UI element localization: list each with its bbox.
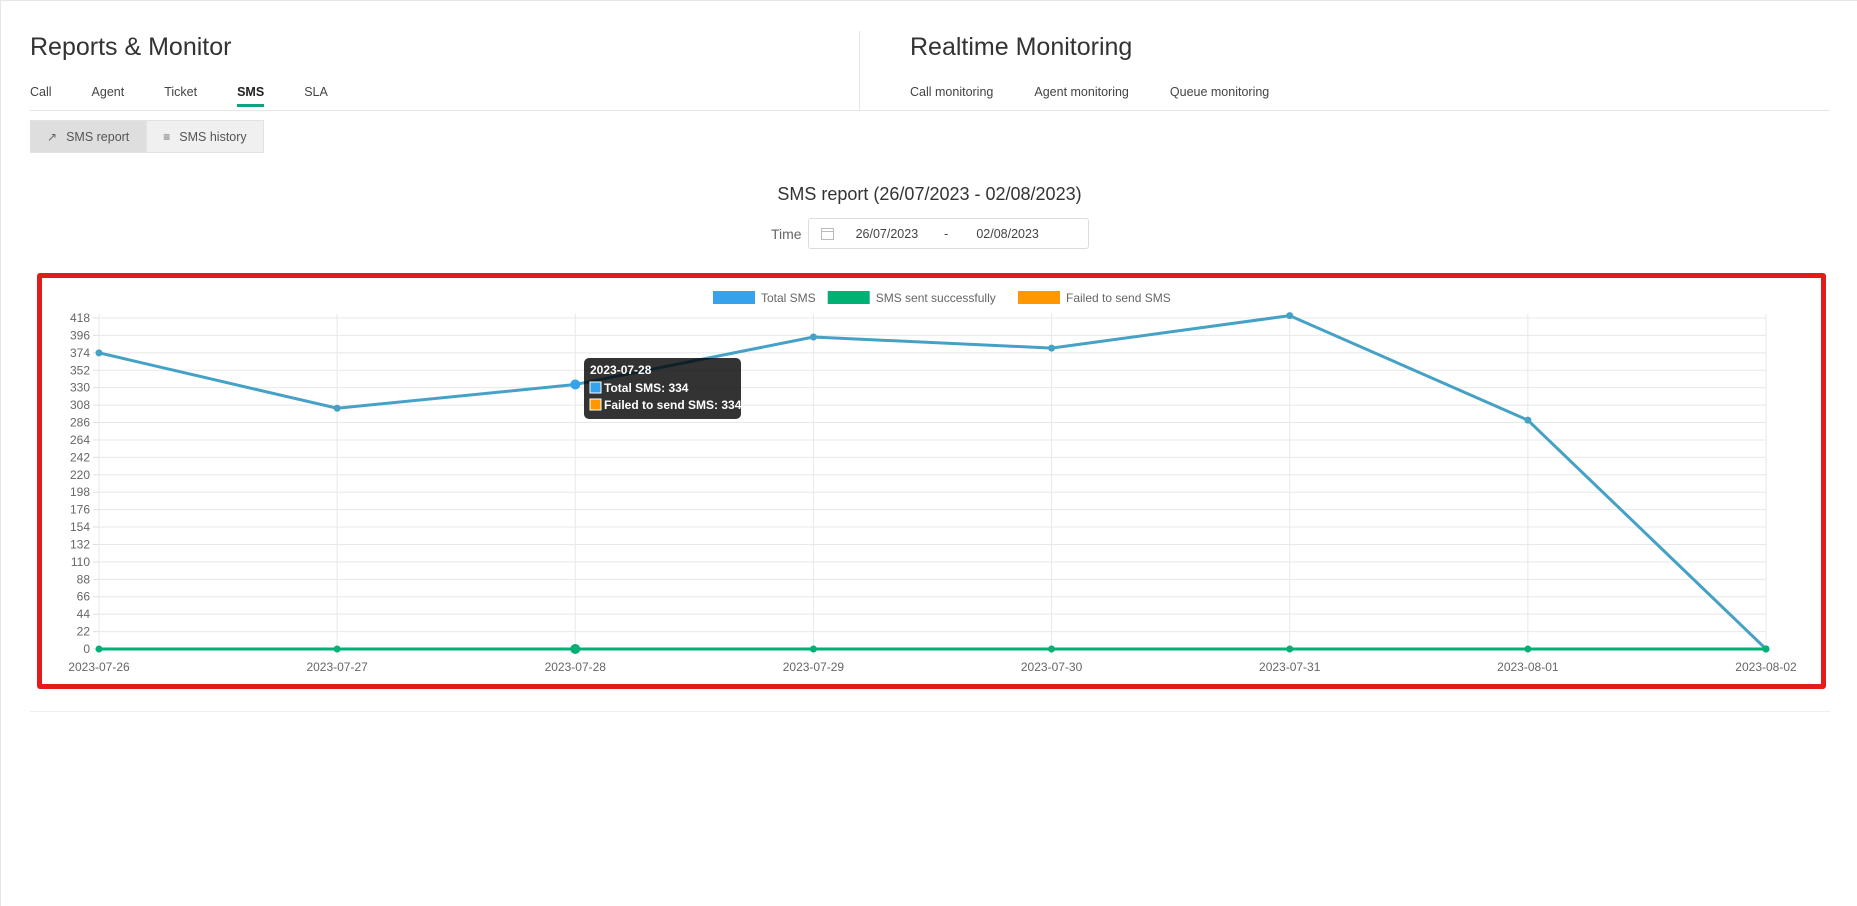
- chart-container: Total SMS SMS sent successfully Failed to …: [37, 273, 1826, 689]
- x-tick-label-4: 2023-07-30: [1021, 660, 1083, 674]
- y-tick-label-6: 132: [70, 537, 90, 551]
- tabs-divider: [30, 110, 860, 111]
- report-view-toggle: ↗ SMS report ≡ SMS history: [30, 120, 264, 153]
- chart-series: [95, 312, 1770, 654]
- x-tick-label-6: 2023-08-01: [1497, 660, 1559, 674]
- page-title: Reports & Monitor: [30, 33, 232, 61]
- tab-queue-monitoring[interactable]: Queue monitoring: [1169, 85, 1270, 99]
- sms-sent-point-0: [95, 645, 103, 653]
- tab-ticket[interactable]: Ticket: [164, 85, 198, 99]
- x-tick-label-1: 2023-07-27: [306, 660, 368, 674]
- sms-sent-point-6: [1524, 645, 1532, 653]
- y-tick-label-16: 352: [70, 363, 90, 377]
- x-tick-label-0: 2023-07-26: [68, 660, 130, 674]
- chart-tooltip: 2023-07-28 Total SMS: 334 Failed to send S…: [584, 358, 742, 419]
- tab-agent-monitoring[interactable]: Agent monitoring: [1034, 85, 1129, 99]
- legend-swatch-2: [1018, 291, 1060, 304]
- y-tick-label-11: 242: [70, 450, 90, 464]
- y-tick-label-13: 286: [70, 416, 90, 430]
- sms-sent-point-3: [809, 645, 817, 653]
- total-sms-point-5: [1286, 312, 1294, 320]
- total-sms-line: [98, 314, 1768, 651]
- y-tick-label-10: 220: [70, 468, 90, 482]
- tooltip-line-0: Total SMS: 334: [604, 381, 689, 395]
- sms-sent-point-1: [333, 645, 341, 653]
- y-tick-label-5: 110: [71, 555, 90, 569]
- y-tick-label-19: 418: [70, 311, 90, 325]
- y-tick-label-8: 176: [70, 503, 90, 517]
- total-sms-point-6: [1524, 416, 1532, 424]
- realtime-title: Realtime Monitoring: [910, 33, 1133, 61]
- legend-label-0: Total SMS: [761, 291, 816, 305]
- y-tick-label-1: 22: [77, 625, 91, 639]
- realtime-tabs: Call monitoring Agent monitoring Queue m…: [910, 85, 1310, 107]
- date-range-picker[interactable]: 26/07/2023 - 02/08/2023: [807, 218, 1089, 249]
- tooltip-title: 2023-07-28: [590, 363, 652, 377]
- y-tick-label-12: 264: [70, 433, 90, 447]
- y-tick-label-15: 330: [70, 381, 90, 395]
- legend-label-2: Failed to send SMS: [1066, 291, 1171, 305]
- trend-icon: ↗: [47, 129, 58, 144]
- tooltip-swatch-1: [589, 398, 602, 411]
- tooltip-swatch-0: [589, 381, 602, 394]
- section-divider: [859, 31, 860, 111]
- y-tick-label-9: 198: [70, 485, 90, 499]
- report-title: SMS report (26/07/2023 - 02/08/2023): [777, 184, 1082, 204]
- sms-sent-point-2: [570, 644, 581, 654]
- total-sms-point-4: [1048, 344, 1056, 352]
- tab-sms[interactable]: SMS: [237, 85, 265, 107]
- legend-label-1: SMS sent successfully: [876, 291, 996, 305]
- tab-call[interactable]: Call: [30, 85, 52, 99]
- sms-history-label: SMS history: [179, 129, 247, 144]
- y-tick-label-18: 396: [70, 328, 90, 342]
- x-tick-label-3: 2023-07-29: [783, 660, 845, 674]
- calendar-icon: [820, 227, 834, 240]
- y-tick-label-2: 44: [77, 607, 91, 621]
- y-tick-label-14: 308: [70, 398, 90, 412]
- sms-report-label: SMS report: [66, 129, 130, 144]
- y-axis: 0 22 44 66 88 110 132 154 176 198 220 242 264 286 308 3…: [70, 311, 90, 656]
- total-sms-point-3: [809, 333, 817, 341]
- tooltip-box: [584, 358, 741, 419]
- legend-swatch-1: [827, 291, 870, 304]
- sms-sent-point-5: [1286, 645, 1294, 653]
- footer-divider: [30, 711, 1830, 712]
- list-icon: ≡: [163, 129, 171, 144]
- x-tick-label-5: 2023-07-31: [1259, 660, 1321, 674]
- tab-call-monitoring[interactable]: Call monitoring: [910, 85, 994, 99]
- hover-point: [570, 379, 581, 390]
- y-tick-label-17: 374: [70, 346, 90, 360]
- y-tick-label-4: 88: [77, 572, 91, 586]
- date-to: 02/08/2023: [976, 226, 1039, 241]
- chart-legend: Total SMS SMS sent successfully Failed to …: [713, 291, 1171, 305]
- x-tick-label-7: 2023-08-02: [1735, 660, 1797, 674]
- time-label: Time: [771, 225, 802, 242]
- x-tick-label-2: 2023-07-28: [545, 660, 607, 674]
- tab-sla[interactable]: SLA: [304, 85, 328, 99]
- total-sms-point-1: [333, 404, 341, 412]
- sms-report-button[interactable]: ↗ SMS report: [30, 120, 147, 153]
- tooltip-line-1: Failed to send SMS: 334: [604, 398, 742, 412]
- time-filter: Time 26/07/2023 - 02/08/2023: [771, 218, 1089, 249]
- tabs-divider-right: [860, 110, 1830, 111]
- x-axis: 2023-07-26 2023-07-27 2023-07-28 2023-07-29…: [68, 660, 1797, 674]
- y-tick-label-0: 0: [83, 642, 90, 656]
- sms-sent-point-7: [1762, 645, 1770, 653]
- legend-swatch-0: [713, 291, 755, 304]
- date-separator: -: [944, 226, 949, 241]
- date-from: 26/07/2023: [855, 226, 919, 241]
- sms-sent-point-4: [1048, 645, 1056, 653]
- sms-history-button[interactable]: ≡ SMS history: [146, 120, 264, 153]
- y-tick-label-7: 154: [70, 520, 90, 534]
- reports-tabs: Call Agent Ticket SMS SLA: [30, 85, 368, 107]
- sms-line-chart[interactable]: Total SMS SMS sent successfully Failed to …: [42, 278, 1821, 684]
- chart-grid: [93, 314, 1767, 655]
- tab-agent[interactable]: Agent: [91, 85, 125, 99]
- y-tick-label-3: 66: [77, 590, 91, 604]
- total-sms-point-0: [95, 349, 103, 357]
